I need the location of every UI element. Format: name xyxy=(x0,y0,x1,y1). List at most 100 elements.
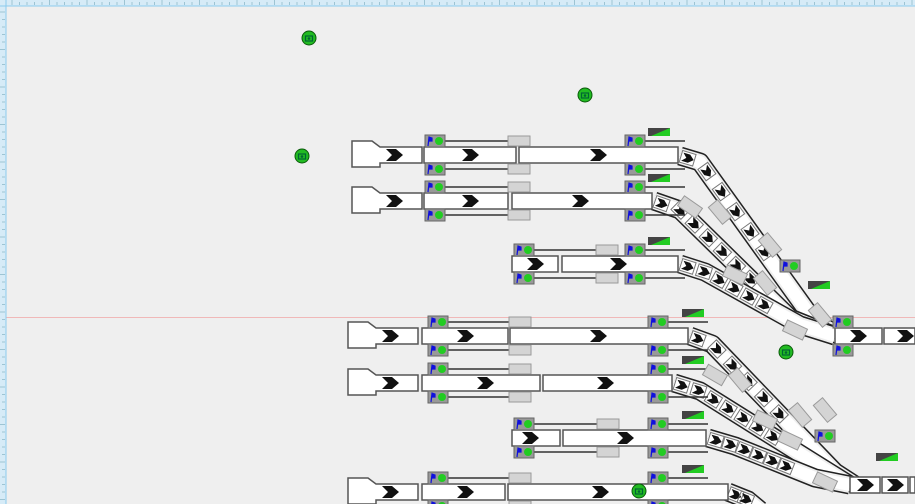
signal-icon[interactable] xyxy=(647,445,669,459)
signal-icon[interactable] xyxy=(424,180,446,194)
point-indicator-icon[interactable] xyxy=(808,281,830,289)
signal-icon[interactable] xyxy=(624,162,646,176)
signal-icon[interactable] xyxy=(427,315,449,329)
block-box[interactable] xyxy=(507,135,531,147)
track-segment[interactable] xyxy=(423,192,509,210)
point-indicator-icon[interactable] xyxy=(682,309,704,317)
track-segment[interactable] xyxy=(511,192,653,210)
signal-icon[interactable] xyxy=(424,134,446,148)
signal-icon[interactable] xyxy=(427,362,449,376)
point-indicator-icon[interactable] xyxy=(682,356,704,364)
block-box[interactable] xyxy=(595,244,619,256)
signal-icon[interactable] xyxy=(427,499,449,504)
signal-icon[interactable] xyxy=(779,259,801,273)
top-ruler[interactable] xyxy=(0,0,915,6)
block-box[interactable] xyxy=(721,264,749,286)
signal-icon[interactable] xyxy=(647,315,669,329)
track-segment[interactable] xyxy=(511,255,559,273)
track-segment[interactable] xyxy=(562,429,707,447)
block-box[interactable] xyxy=(787,402,813,428)
block-box[interactable] xyxy=(727,367,753,393)
track-segment[interactable] xyxy=(423,146,517,164)
signal-icon[interactable] xyxy=(814,429,836,443)
signal-icon[interactable] xyxy=(427,343,449,357)
signal-icon[interactable] xyxy=(647,499,669,504)
signal-icon[interactable] xyxy=(832,315,854,329)
block-box[interactable] xyxy=(508,472,532,484)
block-box[interactable] xyxy=(508,363,532,375)
block-box[interactable] xyxy=(507,163,531,175)
track-section[interactable] xyxy=(421,374,541,392)
track-segment[interactable] xyxy=(421,374,541,392)
block-box[interactable] xyxy=(707,199,733,225)
block-box[interactable] xyxy=(507,181,531,193)
track-segment[interactable] xyxy=(421,327,509,345)
block-box[interactable] xyxy=(811,471,839,493)
signal-icon[interactable] xyxy=(647,390,669,404)
signal-icon[interactable] xyxy=(513,243,535,257)
signal-icon[interactable] xyxy=(513,417,535,431)
track-segment[interactable] xyxy=(507,483,729,501)
signal-icon[interactable] xyxy=(647,417,669,431)
block-box[interactable] xyxy=(596,418,620,430)
point-indicator-icon[interactable] xyxy=(682,465,704,473)
block-box[interactable] xyxy=(508,391,532,403)
block-box[interactable] xyxy=(812,397,838,423)
point-indicator-icon[interactable] xyxy=(648,128,670,136)
track-section[interactable] xyxy=(507,483,729,501)
block-box[interactable] xyxy=(508,316,532,328)
camera-icon[interactable] xyxy=(294,148,310,164)
signal-icon[interactable] xyxy=(624,208,646,222)
point-indicator-icon[interactable] xyxy=(682,411,704,419)
point-indicator-icon[interactable] xyxy=(648,174,670,182)
signal-icon[interactable] xyxy=(427,471,449,485)
signal-icon[interactable] xyxy=(624,271,646,285)
block-box[interactable] xyxy=(751,409,779,431)
signal-icon[interactable] xyxy=(424,162,446,176)
signal-icon[interactable] xyxy=(424,208,446,222)
camera-icon[interactable] xyxy=(301,30,317,46)
camera-icon[interactable] xyxy=(577,87,593,103)
block-box[interactable] xyxy=(776,429,804,451)
signal-icon[interactable] xyxy=(624,180,646,194)
signal-icon[interactable] xyxy=(624,243,646,257)
diagonal-track[interactable] xyxy=(724,483,767,504)
track-segment[interactable] xyxy=(881,476,909,494)
signal-icon[interactable] xyxy=(647,471,669,485)
track-segment[interactable] xyxy=(849,476,881,494)
track-segment[interactable] xyxy=(909,476,915,494)
signal-box[interactable] xyxy=(647,499,669,504)
track-section[interactable] xyxy=(423,192,509,210)
track-segment[interactable] xyxy=(509,327,689,345)
signal-icon[interactable] xyxy=(832,343,854,357)
track-segment[interactable] xyxy=(511,429,561,447)
track-segment[interactable] xyxy=(518,146,679,164)
block-box[interactable] xyxy=(807,302,833,328)
track-segment[interactable] xyxy=(542,374,673,392)
signal-icon[interactable] xyxy=(513,445,535,459)
point-indicator-icon[interactable] xyxy=(648,237,670,245)
signal-icon[interactable] xyxy=(624,134,646,148)
point-indicator-icon[interactable] xyxy=(876,453,898,461)
block-box[interactable] xyxy=(595,272,619,284)
block-box[interactable] xyxy=(757,232,783,258)
block-box[interactable] xyxy=(701,363,729,387)
camera-icon[interactable] xyxy=(631,483,647,499)
signal-icon[interactable] xyxy=(647,362,669,376)
signal-box[interactable] xyxy=(427,499,449,504)
camera-icon[interactable] xyxy=(778,344,794,360)
track-segment[interactable] xyxy=(834,327,883,345)
block-box[interactable] xyxy=(507,209,531,221)
signal-icon[interactable] xyxy=(513,271,535,285)
block-box[interactable] xyxy=(508,344,532,356)
track-section[interactable] xyxy=(909,476,915,494)
block-box[interactable] xyxy=(596,446,620,458)
diagonal-track[interactable] xyxy=(677,254,838,346)
signal-icon[interactable] xyxy=(647,343,669,357)
track-segment[interactable] xyxy=(421,483,506,501)
block-box[interactable] xyxy=(676,195,704,219)
block-box[interactable] xyxy=(752,270,778,296)
track-section[interactable] xyxy=(562,429,707,447)
track-segment[interactable] xyxy=(883,327,915,345)
